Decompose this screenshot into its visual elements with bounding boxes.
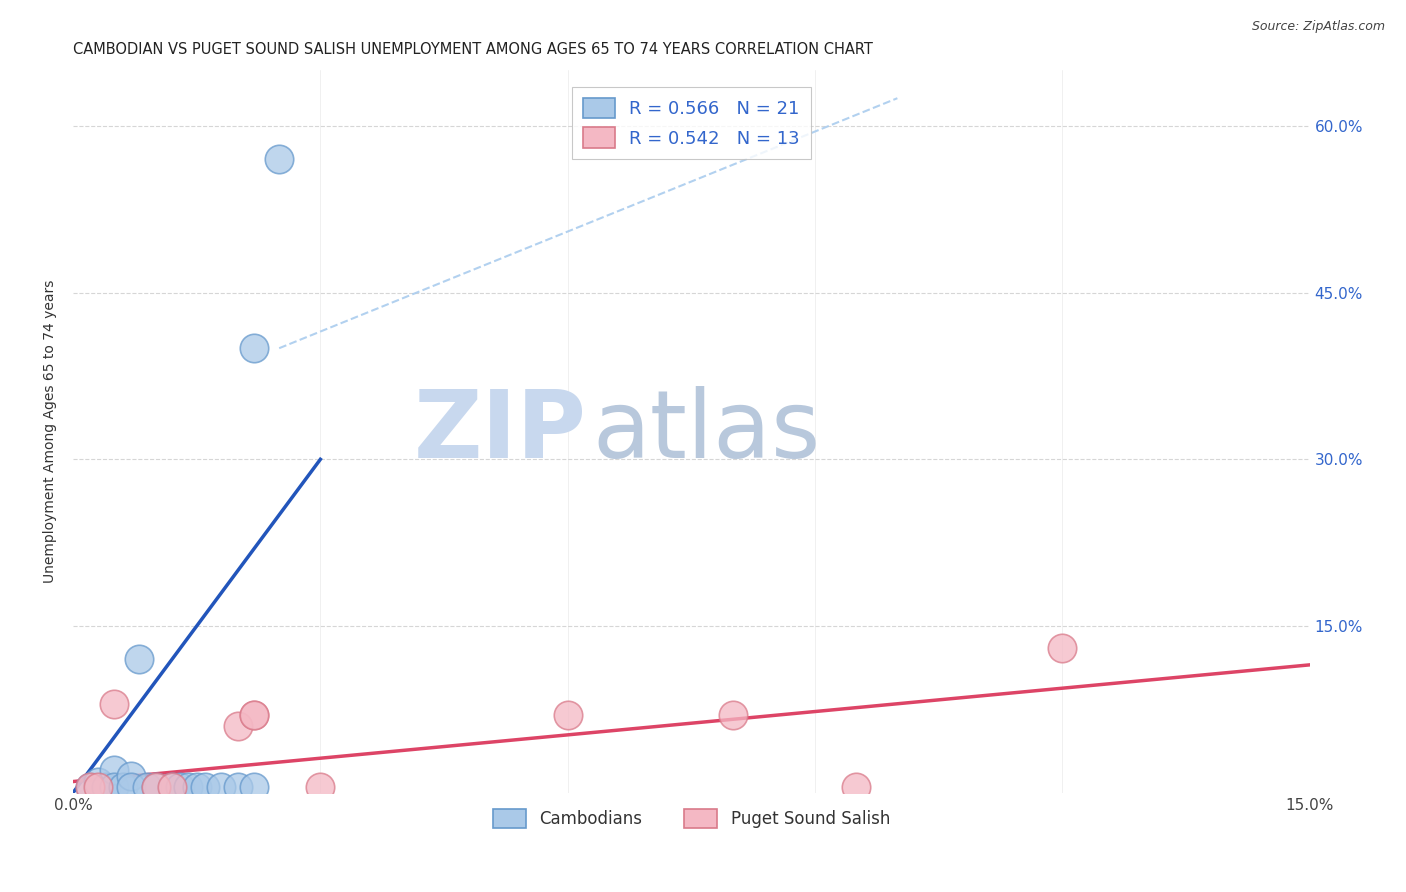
Text: Source: ZipAtlas.com: Source: ZipAtlas.com <box>1251 20 1385 33</box>
Point <box>845 780 868 794</box>
Point <box>243 780 266 794</box>
Point <box>79 780 101 794</box>
Text: ZIP: ZIP <box>413 385 586 477</box>
Point <box>145 780 167 794</box>
Text: atlas: atlas <box>592 385 821 477</box>
Point <box>309 780 332 794</box>
Point <box>103 780 125 794</box>
Point <box>103 697 125 711</box>
Point <box>79 780 101 794</box>
Point <box>103 764 125 778</box>
Point <box>87 780 110 794</box>
Point <box>111 780 134 794</box>
Point <box>136 780 159 794</box>
Point <box>194 780 217 794</box>
Point <box>120 769 142 783</box>
Point <box>211 780 233 794</box>
Point <box>721 707 744 722</box>
Point <box>243 341 266 355</box>
Point <box>94 780 117 794</box>
Point <box>243 707 266 722</box>
Point <box>128 652 150 666</box>
Point <box>177 780 200 794</box>
Point <box>226 780 249 794</box>
Point <box>160 780 183 794</box>
Point <box>169 780 191 794</box>
Point <box>87 774 110 789</box>
Point <box>243 707 266 722</box>
Point <box>120 780 142 794</box>
Y-axis label: Unemployment Among Ages 65 to 74 years: Unemployment Among Ages 65 to 74 years <box>44 280 58 583</box>
Point <box>145 780 167 794</box>
Point <box>226 719 249 733</box>
Point <box>1052 641 1074 656</box>
Point <box>160 780 183 794</box>
Legend: Cambodians, Puget Sound Salish: Cambodians, Puget Sound Salish <box>486 802 897 835</box>
Point <box>269 153 291 167</box>
Text: CAMBODIAN VS PUGET SOUND SALISH UNEMPLOYMENT AMONG AGES 65 TO 74 YEARS CORRELATI: CAMBODIAN VS PUGET SOUND SALISH UNEMPLOY… <box>73 42 873 57</box>
Point <box>186 780 208 794</box>
Point <box>557 707 579 722</box>
